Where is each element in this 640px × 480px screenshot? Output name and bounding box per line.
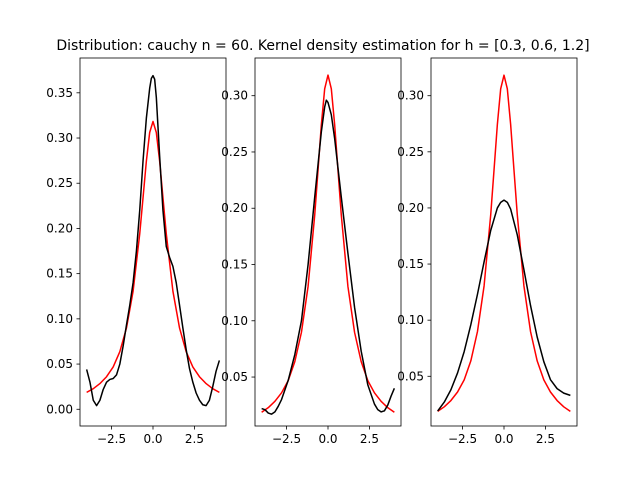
- x-tick-label: 2.5: [185, 432, 204, 446]
- y-tick-label: 0.20: [397, 201, 424, 215]
- y-tick-label: 0.10: [46, 312, 73, 326]
- x-tick-label: 0.0: [318, 432, 337, 446]
- kde-line: [261, 99, 396, 415]
- y-tick-label: 0.05: [221, 370, 248, 384]
- kde-line: [437, 199, 571, 412]
- subplot-1: −2.5 0.0 2.5 0.00 0.05 0.10 0.15 0.20 0.25 0.30 0.…: [46, 57, 227, 446]
- x-tick-label: −2.5: [97, 432, 126, 446]
- y-tick-label: 0.30: [221, 89, 248, 103]
- subplot-2: −2.5 0.0 2.5 0.05 0.10 0.15 0.20 0.25 0.30: [221, 57, 402, 446]
- y-tick-label: 0.30: [397, 89, 424, 103]
- y-tick-label: 0.25: [397, 145, 424, 159]
- y-tick-label: 0.20: [46, 221, 73, 235]
- x-tick-label: 2.5: [360, 432, 379, 446]
- y-tick-label: 0.00: [46, 402, 73, 416]
- x-tick-label: 0.0: [143, 432, 162, 446]
- y-tick-label: 0.25: [46, 176, 73, 190]
- true-density-line: [86, 120, 220, 394]
- y-tick-label: 0.10: [397, 313, 424, 327]
- x-tick-label: −2.5: [448, 432, 477, 446]
- kde-line: [85, 74, 221, 407]
- y-tick-label: 0.20: [221, 201, 248, 215]
- x-tick-label: −2.5: [272, 432, 301, 446]
- y-tick-label: 0.25: [221, 145, 248, 159]
- chart-title: Distribution: cauchy n = 60. Kernel dens…: [56, 38, 589, 54]
- y-tick-label: 0.35: [46, 86, 73, 100]
- true-density-line: [437, 74, 571, 413]
- y-tick-label: 0.05: [397, 369, 424, 383]
- subplots: −2.5 0.0 2.5 0.00 0.05 0.10 0.15 0.20 0.25 0.30 0.…: [46, 57, 578, 446]
- x-tick-label: 0.0: [494, 432, 513, 446]
- y-tick-label: 0.15: [221, 258, 248, 272]
- y-tick-label: 0.10: [221, 314, 248, 328]
- y-tick-label: 0.30: [46, 131, 73, 145]
- y-tick-label: 0.05: [46, 357, 73, 371]
- subplot-3: −2.5 0.0 2.5 0.05 0.10 0.15 0.20 0.25 0.30: [397, 57, 578, 446]
- x-tick-label: 2.5: [536, 432, 555, 446]
- y-tick-label: 0.15: [46, 267, 73, 281]
- y-tick-label: 0.15: [397, 257, 424, 271]
